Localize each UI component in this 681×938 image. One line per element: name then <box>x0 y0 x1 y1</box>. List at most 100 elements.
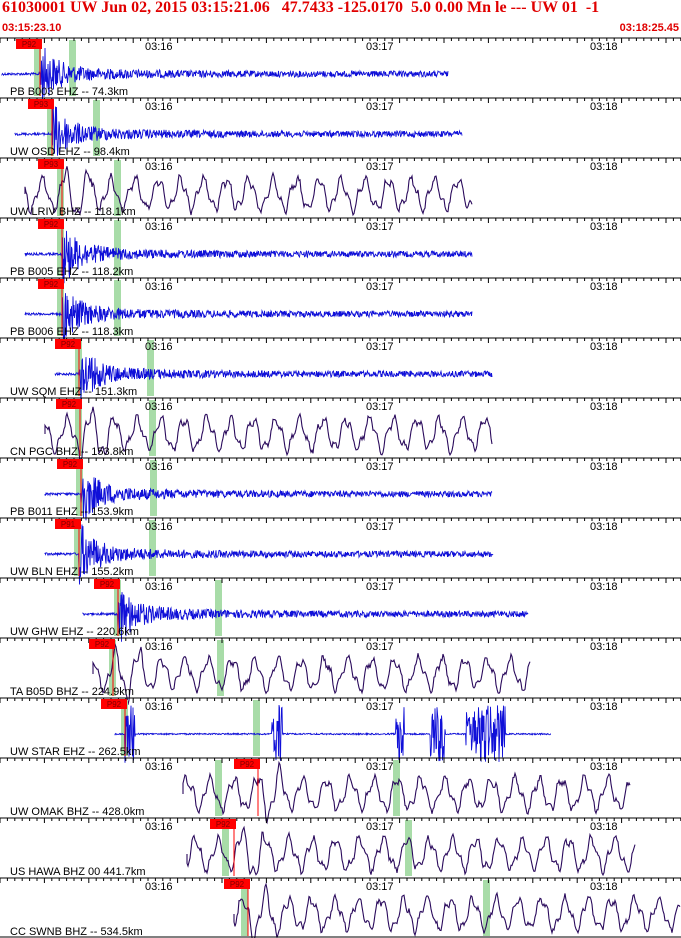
waveform <box>186 825 636 877</box>
time-label: 03:16 <box>145 821 173 833</box>
time-label: 03:16 <box>145 881 173 893</box>
station-label: UW OSD EHZ -- 98.4km <box>10 146 130 158</box>
time-ticks <box>0 38 681 43</box>
phase-marker <box>93 100 100 156</box>
time-label: 03:17 <box>366 881 394 893</box>
station-label: UW OMAK BHZ -- 428.0km <box>10 806 144 818</box>
pick-label: P92 <box>100 580 115 589</box>
time-label: 03:17 <box>366 41 394 53</box>
time-label: 03:18 <box>590 161 618 173</box>
phase-marker <box>405 820 412 876</box>
pick-flag[interactable] <box>38 279 64 289</box>
waveform <box>54 357 493 401</box>
phase-marker <box>74 520 81 576</box>
trace-panel: 03:16 03:17 03:18 P92 UW STAR EHZ -- 262.5km <box>0 697 681 764</box>
time-label: 03:18 <box>590 761 618 773</box>
trace-panel: 03:16 03:17 03:18 P91 UW BLN EHZ -- 155.2km <box>0 517 681 585</box>
pick-label: P92 <box>44 220 59 229</box>
phase-marker <box>147 340 154 396</box>
pick-flag[interactable] <box>38 219 64 229</box>
trace-panel: 03:16 03:17 03:18 P92 UW OMAK BHZ -- 428.0km <box>0 757 681 825</box>
time-label: 03:17 <box>366 461 394 473</box>
time-ticks <box>0 578 681 583</box>
time-label: 03:18 <box>590 461 618 473</box>
time-label: 03:18 <box>590 521 618 533</box>
pick-flag[interactable] <box>94 579 120 589</box>
pick-label: P92 <box>216 820 231 829</box>
trace-panel: 03:16 03:17 03:18 P92 PB B011 EHZ -- 153.9km <box>0 457 681 521</box>
pick-label: P92 <box>22 40 37 49</box>
pick-flag[interactable] <box>89 639 115 649</box>
pick-flag[interactable] <box>234 759 260 769</box>
time-ticks <box>0 98 681 103</box>
phase-marker <box>75 400 82 456</box>
station-label: UW GHW EHZ -- 220.6km <box>10 626 139 638</box>
time-label: 03:17 <box>366 641 394 653</box>
time-label: 03:17 <box>366 101 394 113</box>
time-label: 03:16 <box>145 341 173 353</box>
phase-marker <box>69 40 76 96</box>
time-label: 03:18 <box>590 581 618 593</box>
waveform <box>114 705 551 764</box>
time-label: 03:16 <box>145 221 173 233</box>
station-label: CC SWNB BHZ -- 534.5km <box>10 926 143 938</box>
trace-panel: 03:16 03:17 03:18 P92 PB B003 EHZ -- 74.3km <box>0 37 681 102</box>
time-ticks <box>0 518 681 523</box>
time-ticks <box>0 278 681 283</box>
pick-flag[interactable] <box>101 699 127 709</box>
waveform <box>24 230 473 285</box>
time-ticks <box>0 698 681 703</box>
pick-flag[interactable] <box>55 519 81 529</box>
station-label: PB B005 EHZ -- 118.2km <box>10 266 133 278</box>
pick-flag[interactable] <box>56 399 82 409</box>
event-title: 61030001 UW Jun 02, 2015 03:15:21.06 47.… <box>2 0 600 16</box>
time-label: 03:17 <box>366 701 394 713</box>
time-label: 03:17 <box>366 401 394 413</box>
time-ticks <box>0 218 681 223</box>
time-label: 03:16 <box>145 761 173 773</box>
time-label: 03:18 <box>590 341 618 353</box>
phase-marker <box>47 100 54 156</box>
station-label: CN PGC BHZ -- 153.8km <box>10 446 133 458</box>
pick-flag[interactable] <box>210 819 236 829</box>
pick-flag[interactable] <box>16 39 42 49</box>
time-label: 03:16 <box>145 401 173 413</box>
waveform <box>44 524 494 585</box>
pick-flag[interactable] <box>224 879 250 889</box>
station-label: US HAWA BHZ 00 441.7km <box>10 866 146 878</box>
trace-panel: 03:16 03:17 03:18 P92 TA B05D BHZ -- 224.9km <box>0 637 681 705</box>
pick-flag[interactable] <box>55 339 81 349</box>
pick-flag[interactable] <box>38 159 64 169</box>
waveform <box>182 760 631 825</box>
trace-panel: 03:16 03:17 03:18 P92 CC SWNB BHZ -- 534.5km <box>0 877 681 938</box>
phase-marker <box>222 820 229 876</box>
start-time: 03:15:23.10 <box>2 22 62 34</box>
time-label: 03:16 <box>145 581 173 593</box>
time-ticks <box>0 878 681 883</box>
time-label: 03:16 <box>145 701 173 713</box>
time-label: 03:17 <box>366 221 394 233</box>
time-label: 03:18 <box>590 641 618 653</box>
phase-marker <box>76 460 83 516</box>
pick-flag[interactable] <box>57 459 83 469</box>
time-label: 03:16 <box>145 101 173 113</box>
pick-label: P92 <box>240 760 255 769</box>
station-label: UW SQM EHZ -- 151.3km <box>10 386 137 398</box>
phase-marker <box>114 220 121 276</box>
phase-marker <box>57 280 64 336</box>
time-ticks <box>0 338 681 343</box>
time-label: 03:18 <box>590 881 618 893</box>
time-label: 03:18 <box>590 281 618 293</box>
station-label: UW LRIV BHZ -- 118.1km <box>10 206 136 218</box>
phase-marker <box>149 520 156 576</box>
trace-panel: 03:16 03:17 03:18 P92 UW SQM EHZ -- 151.3km <box>0 337 681 401</box>
station-label: PB B003 EHZ -- 74.3km <box>10 86 128 98</box>
phase-marker <box>114 280 121 336</box>
phase-marker <box>217 640 224 696</box>
waveform <box>92 642 531 705</box>
phase-marker <box>253 700 260 756</box>
pick-flag[interactable] <box>28 99 54 109</box>
phase-marker <box>149 400 156 456</box>
pick-label: P93 <box>44 160 59 169</box>
trace-panel: 03:16 03:17 03:18 P92 UW GHW EHZ -- 220.6km <box>0 577 681 642</box>
